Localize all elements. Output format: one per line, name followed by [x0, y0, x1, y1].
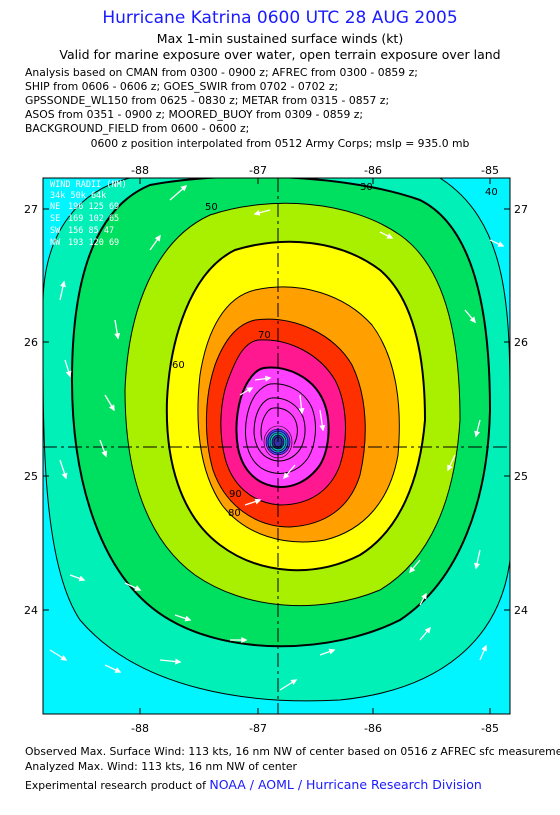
wind-vector-head [319, 424, 326, 432]
wind-vector-head [474, 562, 480, 570]
wind-radii-legend: WIND RADII (NM) 34k 50k 64k NE 196 125 6… [50, 180, 127, 248]
wind-vector-head [60, 654, 68, 661]
legend-row-se: SE [50, 214, 60, 224]
legend-columns: 34k 50k 64k [50, 191, 106, 201]
wind-vector-head [469, 316, 476, 324]
lat-right-26: 26 [514, 336, 528, 349]
wind-vector-head [298, 407, 305, 415]
wind-vector-head [65, 370, 72, 378]
wind-vector-head [184, 615, 192, 622]
legend-row-nw: NW [50, 238, 61, 248]
lat-right-24: 24 [514, 604, 528, 617]
axis-ticks [43, 178, 510, 714]
lat-right-27: 27 [514, 203, 528, 216]
wind-vector-head [424, 626, 431, 634]
wind-vector-head [241, 637, 248, 643]
map-exposure-note: Valid for marine exposure over water, op… [59, 47, 501, 62]
analysis-line-3: GPSSONDE_WL150 from 0625 - 0830 z; METAR… [25, 94, 390, 107]
contour-label-30: 30 [360, 182, 373, 193]
legend-header: WIND RADII (NM) [50, 180, 127, 190]
legend-row-sw-values: 156 85 47 [68, 226, 114, 236]
credit-prefix: Experimental research product of [25, 779, 210, 792]
wind-vector-head [78, 575, 86, 582]
lat-left-25: 25 [24, 470, 38, 483]
wind-vector-head [481, 644, 487, 652]
wind-vector-head [254, 498, 262, 505]
lon-bottom-88: -88 [131, 722, 149, 735]
lat-right-25: 25 [514, 470, 528, 483]
contour-label-90: 90 [229, 489, 242, 500]
contour-label-40: 40 [485, 187, 498, 198]
map-title: Hurricane Katrina 0600 UTC 28 AUG 2005 [102, 8, 458, 28]
legend-row-ne: NE [50, 202, 60, 212]
position-note: 0600 z position interpolated from 0512 A… [90, 137, 470, 150]
contour-labels: 30 40 50 60 70 80 90 [172, 182, 498, 519]
lat-left-24: 24 [24, 604, 38, 617]
wind-vector-head [114, 332, 121, 340]
lon-top-86: -86 [364, 164, 382, 177]
wind-vector-head [175, 658, 182, 665]
contour-label-70: 70 [258, 330, 271, 341]
wind-vector-head [61, 472, 68, 480]
wind-vector-head [409, 566, 416, 574]
analysis-line-4: ASOS from 0351 - 0900 z; MOORED_BUOY fro… [25, 108, 364, 121]
contour-label-50: 50 [205, 202, 218, 213]
wind-vector-head [386, 233, 394, 239]
wind-vector-head [109, 404, 115, 412]
legend-row-nw-values: 193 120 69 [68, 238, 119, 248]
wind-vector-head [497, 241, 505, 247]
contour-label-60: 60 [172, 360, 185, 371]
wind-vector-head [101, 450, 108, 458]
credit-organization-link[interactable]: NOAA / AOML / Hurricane Research Divisio… [209, 777, 482, 792]
map-frame [42, 177, 511, 715]
legend-row-sw: SW [50, 226, 61, 236]
wind-vector-head [114, 667, 122, 673]
wind-vector-head [246, 387, 254, 393]
lat-left-27: 27 [24, 203, 38, 216]
analysis-line-1: Analysis based on CMAN from 0300 - 0900 … [25, 66, 418, 79]
contour-label-80: 80 [228, 508, 241, 519]
lon-bottom-85: -85 [481, 722, 499, 735]
wind-vector-head [60, 280, 66, 288]
wind-field-map: WIND RADII (NM) 34k 50k 64k NE 196 125 6… [24, 164, 528, 735]
analyzed-max-wind: Analyzed Max. Wind: 113 kts, 16 nm NW of… [25, 760, 297, 773]
wind-vector-head [154, 234, 161, 242]
legend-row-ne-values: 196 125 69 [68, 202, 119, 212]
wind-vector-head [253, 209, 261, 216]
analysis-line-5: BACKGROUND_FIELD from 0600 - 0600 z; [25, 122, 250, 135]
lat-left-26: 26 [24, 336, 38, 349]
lon-top-87: -87 [249, 164, 267, 177]
center-crosshair [43, 178, 510, 714]
wind-vector-head [447, 464, 453, 472]
wind-vector-head [264, 375, 272, 382]
wind-vector-head [134, 585, 142, 591]
wind-vectors [49, 185, 505, 691]
axis-labels: -88 -87 -86 -85 -88 -87 -86 -85 27 26 25… [24, 164, 528, 735]
lon-top-88: -88 [131, 164, 149, 177]
credit-line: Experimental research product of NOAA / … [25, 777, 482, 792]
analysis-line-2: SHIP from 0606 - 0606 z; GOES_SWIR from … [25, 80, 339, 93]
wind-vector-head [180, 185, 188, 192]
wind-vector-head [328, 648, 336, 655]
lon-bottom-86: -86 [364, 722, 382, 735]
wind-vector-head [283, 472, 290, 480]
lon-top-85: -85 [481, 164, 499, 177]
wind-vector-head [421, 592, 427, 600]
wind-vector-head [474, 430, 481, 438]
map-subtitle: Max 1-min sustained surface winds (kt) [156, 31, 404, 46]
wind-vector-head [290, 679, 298, 686]
observed-max-wind: Observed Max. Surface Wind: 113 kts, 16 … [25, 745, 560, 758]
legend-row-se-values: 169 102 65 [68, 214, 119, 224]
lon-bottom-87: -87 [249, 722, 267, 735]
